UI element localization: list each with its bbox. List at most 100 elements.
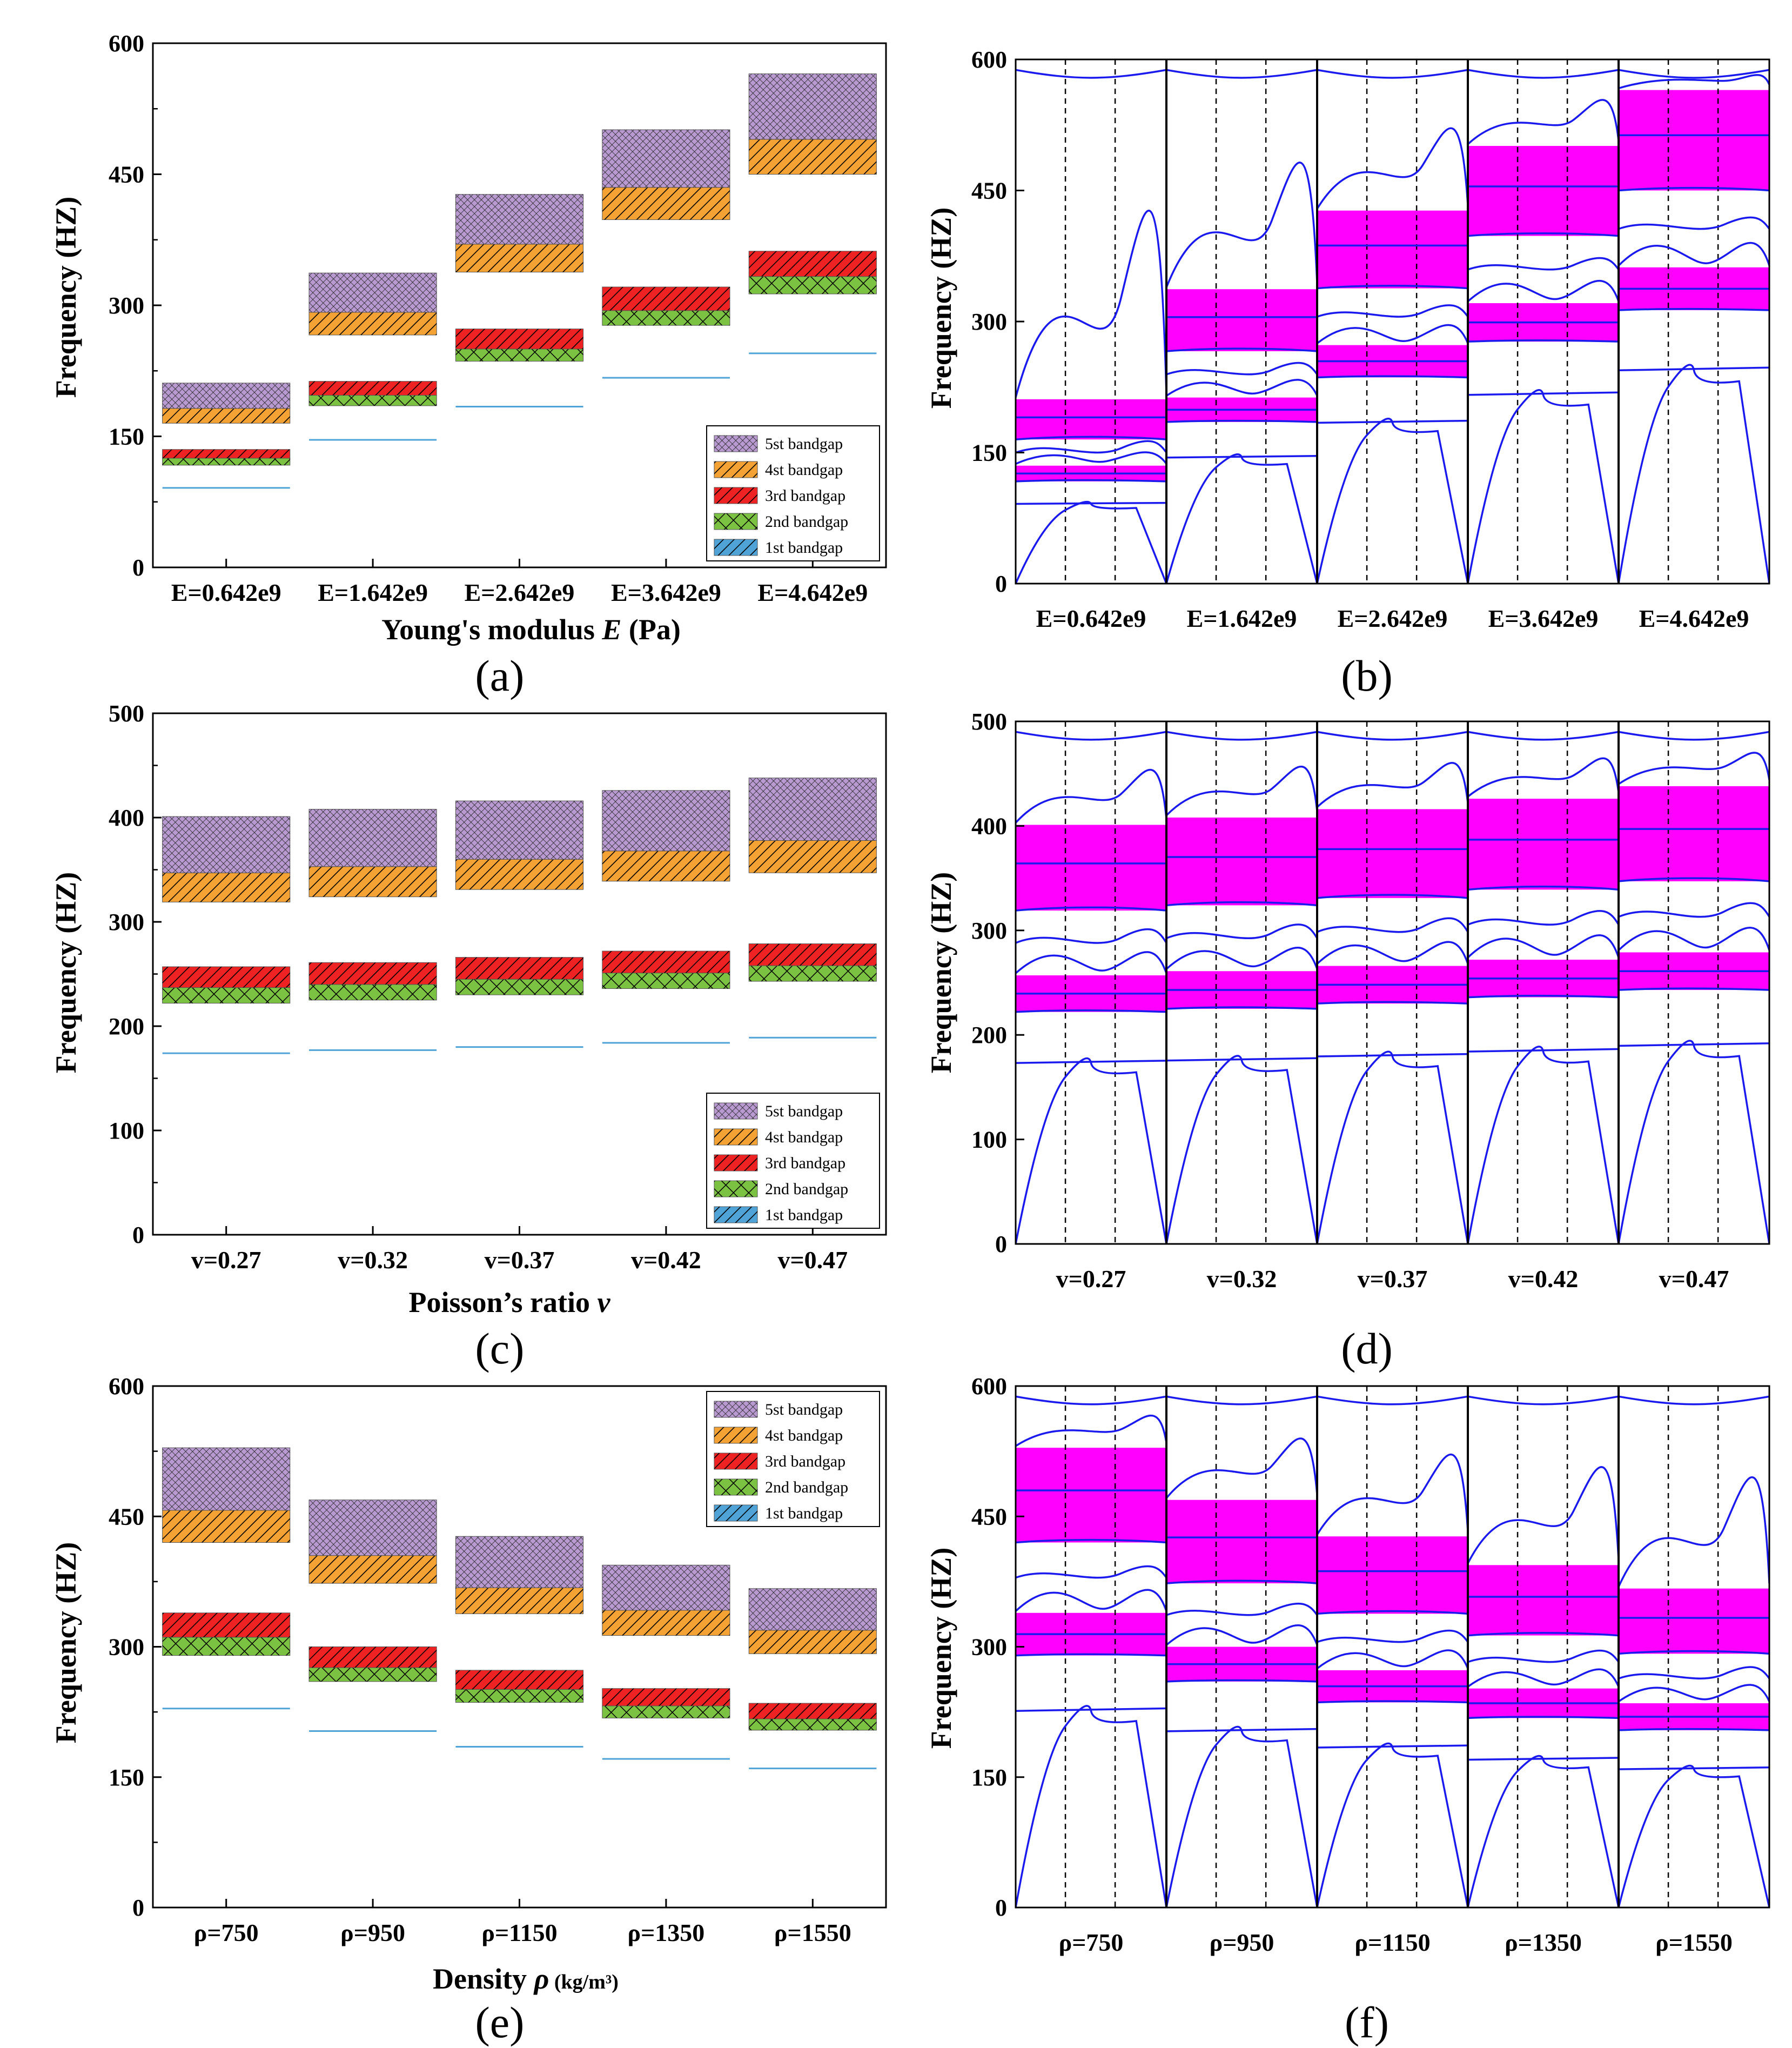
gap-bar-hatch-2	[455, 1689, 583, 1703]
band-curve	[1316, 324, 1469, 344]
band-curve	[1016, 1565, 1167, 1579]
gap-bar-hatch-5	[455, 194, 583, 244]
bandgap-region	[1468, 1565, 1619, 1636]
gap-bar-hatch-2	[309, 984, 437, 1000]
x-tick-label: E=0.642e9	[171, 579, 281, 606]
gap-bar-hatch-4	[162, 408, 290, 424]
legend-swatch-hatch	[714, 1155, 757, 1171]
y-tick-label: 0	[995, 571, 1007, 597]
gap-bar-hatch-5	[309, 809, 437, 867]
band-curve	[1016, 768, 1167, 824]
gap-bar-hatch-4	[455, 1588, 583, 1614]
band-curve	[1016, 1653, 1167, 1657]
band-curve	[1165, 1624, 1318, 1646]
gap-bar-hatch-3	[602, 951, 730, 973]
band-curve	[1165, 162, 1318, 288]
band-curve	[1618, 186, 1769, 192]
band-curve	[1166, 347, 1318, 352]
legend-swatch-hatch	[714, 487, 757, 504]
band-curve	[1618, 987, 1769, 991]
gap-bar-hatch-3	[749, 251, 877, 277]
band-curve	[1618, 1042, 1769, 1047]
band-curve	[1618, 1684, 1769, 1703]
gap-bar-hatch-5	[602, 130, 730, 188]
band-curve	[1618, 1666, 1769, 1679]
band-curve	[1316, 1742, 1469, 1908]
band-curve	[1618, 1764, 1769, 1908]
x-tick-label: v=0.32	[338, 1246, 408, 1274]
band-curve	[1316, 127, 1469, 210]
gap-bar-hatch-3	[749, 943, 877, 966]
x-tick-label: v=0.37	[485, 1246, 555, 1274]
band-curve	[1016, 906, 1167, 912]
panel-d-label: (d)	[1341, 1324, 1393, 1373]
y-tick-label: 300	[109, 909, 144, 935]
band-curve	[1165, 947, 1318, 970]
band-curve	[1016, 501, 1167, 505]
legend-label: 1st bandgap	[765, 1206, 843, 1224]
legend-label: 3rd bandgap	[765, 1453, 845, 1470]
x-tick-label: ρ=1350	[627, 1919, 704, 1946]
gap-bar-hatch-4	[749, 139, 877, 175]
band-curve	[1317, 1629, 1469, 1643]
band-curve	[1467, 232, 1619, 237]
panel-d-plot-frame	[1015, 720, 1770, 1245]
band-curve	[1467, 1755, 1620, 1908]
legend-swatch-hatch	[714, 1453, 757, 1469]
panel-a-y-axis-title: Frequency (HZ)	[50, 197, 82, 398]
band-curve	[1317, 894, 1468, 899]
panel-e-x-axis-title: Density ρ (kg/m³)	[433, 1963, 619, 1995]
x-tick-label: E=3.642e9	[611, 579, 721, 606]
band-curve	[1016, 440, 1167, 454]
panel-b-label: (b)	[1341, 651, 1393, 700]
band-curve	[1166, 69, 1318, 79]
legend-label: 5st bandgap	[765, 1102, 843, 1120]
y-tick-label: 300	[109, 292, 144, 319]
gap-bar-hatch-2	[602, 1705, 730, 1718]
panel-c-label: (c)	[475, 1324, 524, 1373]
band-curve	[1316, 762, 1469, 808]
band-curve	[1618, 877, 1769, 882]
band-curve	[1166, 379, 1318, 397]
gap-bar-hatch-2	[749, 276, 877, 294]
bandgap-region	[1016, 1448, 1166, 1543]
legend-swatch-hatch	[714, 1479, 757, 1495]
band-curve	[1165, 453, 1318, 584]
bandgap-region	[1468, 799, 1619, 890]
y-tick-label: 300	[971, 309, 1007, 335]
gap-bar-hatch-3	[162, 966, 290, 988]
gap-bar-hatch-3	[309, 962, 437, 985]
x-tick-label: v=0.47	[777, 1246, 848, 1274]
band-curve	[1166, 1602, 1318, 1616]
band-curve	[1016, 928, 1167, 944]
legend-swatch-hatch	[714, 539, 757, 555]
x-tick-label: ρ=750	[1059, 1929, 1124, 1956]
bandgap-region	[1619, 90, 1769, 191]
band-curve	[1316, 941, 1469, 965]
gap-bar-hatch-2	[602, 310, 730, 326]
y-tick-label: 450	[971, 1503, 1007, 1530]
legend-swatch-hatch	[714, 436, 757, 452]
band-curve	[1467, 885, 1619, 891]
y-tick-label: 600	[971, 46, 1007, 73]
band-curve	[1016, 1705, 1167, 1908]
y-tick-label: 300	[971, 918, 1007, 944]
legend-swatch-hatch	[714, 1181, 757, 1197]
band-curve	[1016, 210, 1167, 398]
band-curve	[1618, 74, 1769, 90]
band-curve	[1618, 216, 1769, 230]
band-curve	[1317, 1001, 1468, 1005]
band-curve	[1618, 731, 1769, 741]
legend-swatch-hatch	[714, 1427, 757, 1443]
legend-label: 2nd bandgap	[765, 513, 848, 531]
y-tick-label: 0	[995, 1895, 1007, 1921]
panel-c-y-axis-title: Frequency (HZ)	[50, 872, 82, 1073]
x-tick-label: E=4.642e9	[1639, 605, 1749, 632]
gap-bar-hatch-2	[162, 1637, 290, 1656]
x-tick-label: ρ=950	[340, 1919, 405, 1946]
band-curve	[1467, 257, 1620, 271]
legend-label: 4st bandgap	[765, 1128, 843, 1146]
y-tick-label: 150	[109, 424, 144, 450]
y-tick-label: 600	[109, 1373, 144, 1400]
band-curve	[1618, 1395, 1769, 1406]
